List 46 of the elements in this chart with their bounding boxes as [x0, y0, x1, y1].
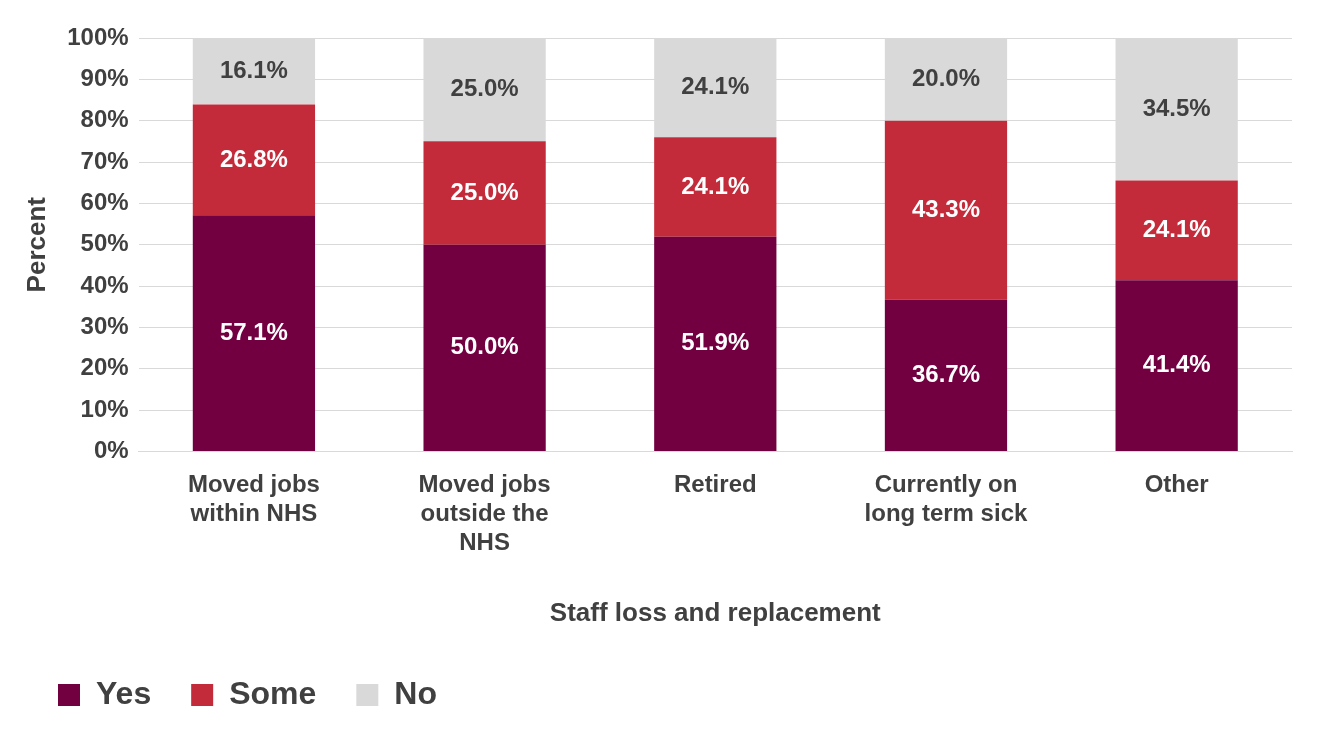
bar [192, 215, 316, 451]
y-tick-label: 50% [80, 229, 129, 257]
legend-label: Yes [96, 674, 152, 711]
x-tick-label: Retired [673, 470, 757, 498]
data-label: 36.7% [911, 359, 981, 387]
y-tick-label: 30% [80, 312, 129, 340]
data-label: 25.0% [450, 177, 519, 205]
data-label: 16.1% [219, 55, 288, 83]
y-tick-label: 60% [80, 187, 129, 215]
x-tick-label: Currently on long term sick [864, 470, 1028, 527]
y-tick-label: 100% [67, 22, 129, 50]
y-tick-label: 10% [80, 394, 129, 422]
x-tick-label: Moved jobs outside the NHS [418, 470, 551, 556]
y-tick-label: 90% [80, 63, 129, 91]
y-tick-label: 40% [80, 270, 129, 298]
bar [884, 120, 1008, 300]
data-label: 26.8% [219, 144, 288, 172]
data-label: 50.0% [450, 332, 519, 360]
y-tick-label: 20% [80, 353, 129, 381]
bar [1115, 180, 1238, 281]
data-label: 51.9% [681, 328, 750, 356]
bar [884, 299, 1008, 451]
bar [654, 137, 777, 237]
bar [1115, 280, 1238, 451]
y-axis-title: Percent [20, 196, 51, 293]
data-label: 43.3% [911, 194, 981, 222]
y-tick-label: 0% [93, 436, 129, 464]
x-tick-label: Moved jobs within NHS [187, 470, 320, 527]
bar [423, 244, 546, 451]
data-label: 20.0% [911, 63, 981, 91]
y-tick-label: 70% [80, 146, 129, 174]
legend-label: No [394, 674, 437, 711]
data-label: 41.4% [1142, 350, 1211, 378]
x-axis-title: Staff loss and replacement [549, 596, 882, 627]
x-tick-label: Other [1144, 470, 1209, 498]
data-label: 24.1% [681, 72, 750, 100]
bar [423, 141, 546, 245]
data-label: 34.5% [1142, 93, 1211, 121]
data-label: 57.1% [219, 317, 288, 345]
data-label: 24.1% [1142, 215, 1211, 243]
legend-label: Some [229, 674, 317, 711]
data-label: 24.1% [681, 171, 750, 199]
data-label: 25.0% [450, 74, 519, 102]
bar [192, 104, 316, 216]
y-tick-label: 80% [80, 105, 129, 133]
bar [654, 236, 777, 451]
